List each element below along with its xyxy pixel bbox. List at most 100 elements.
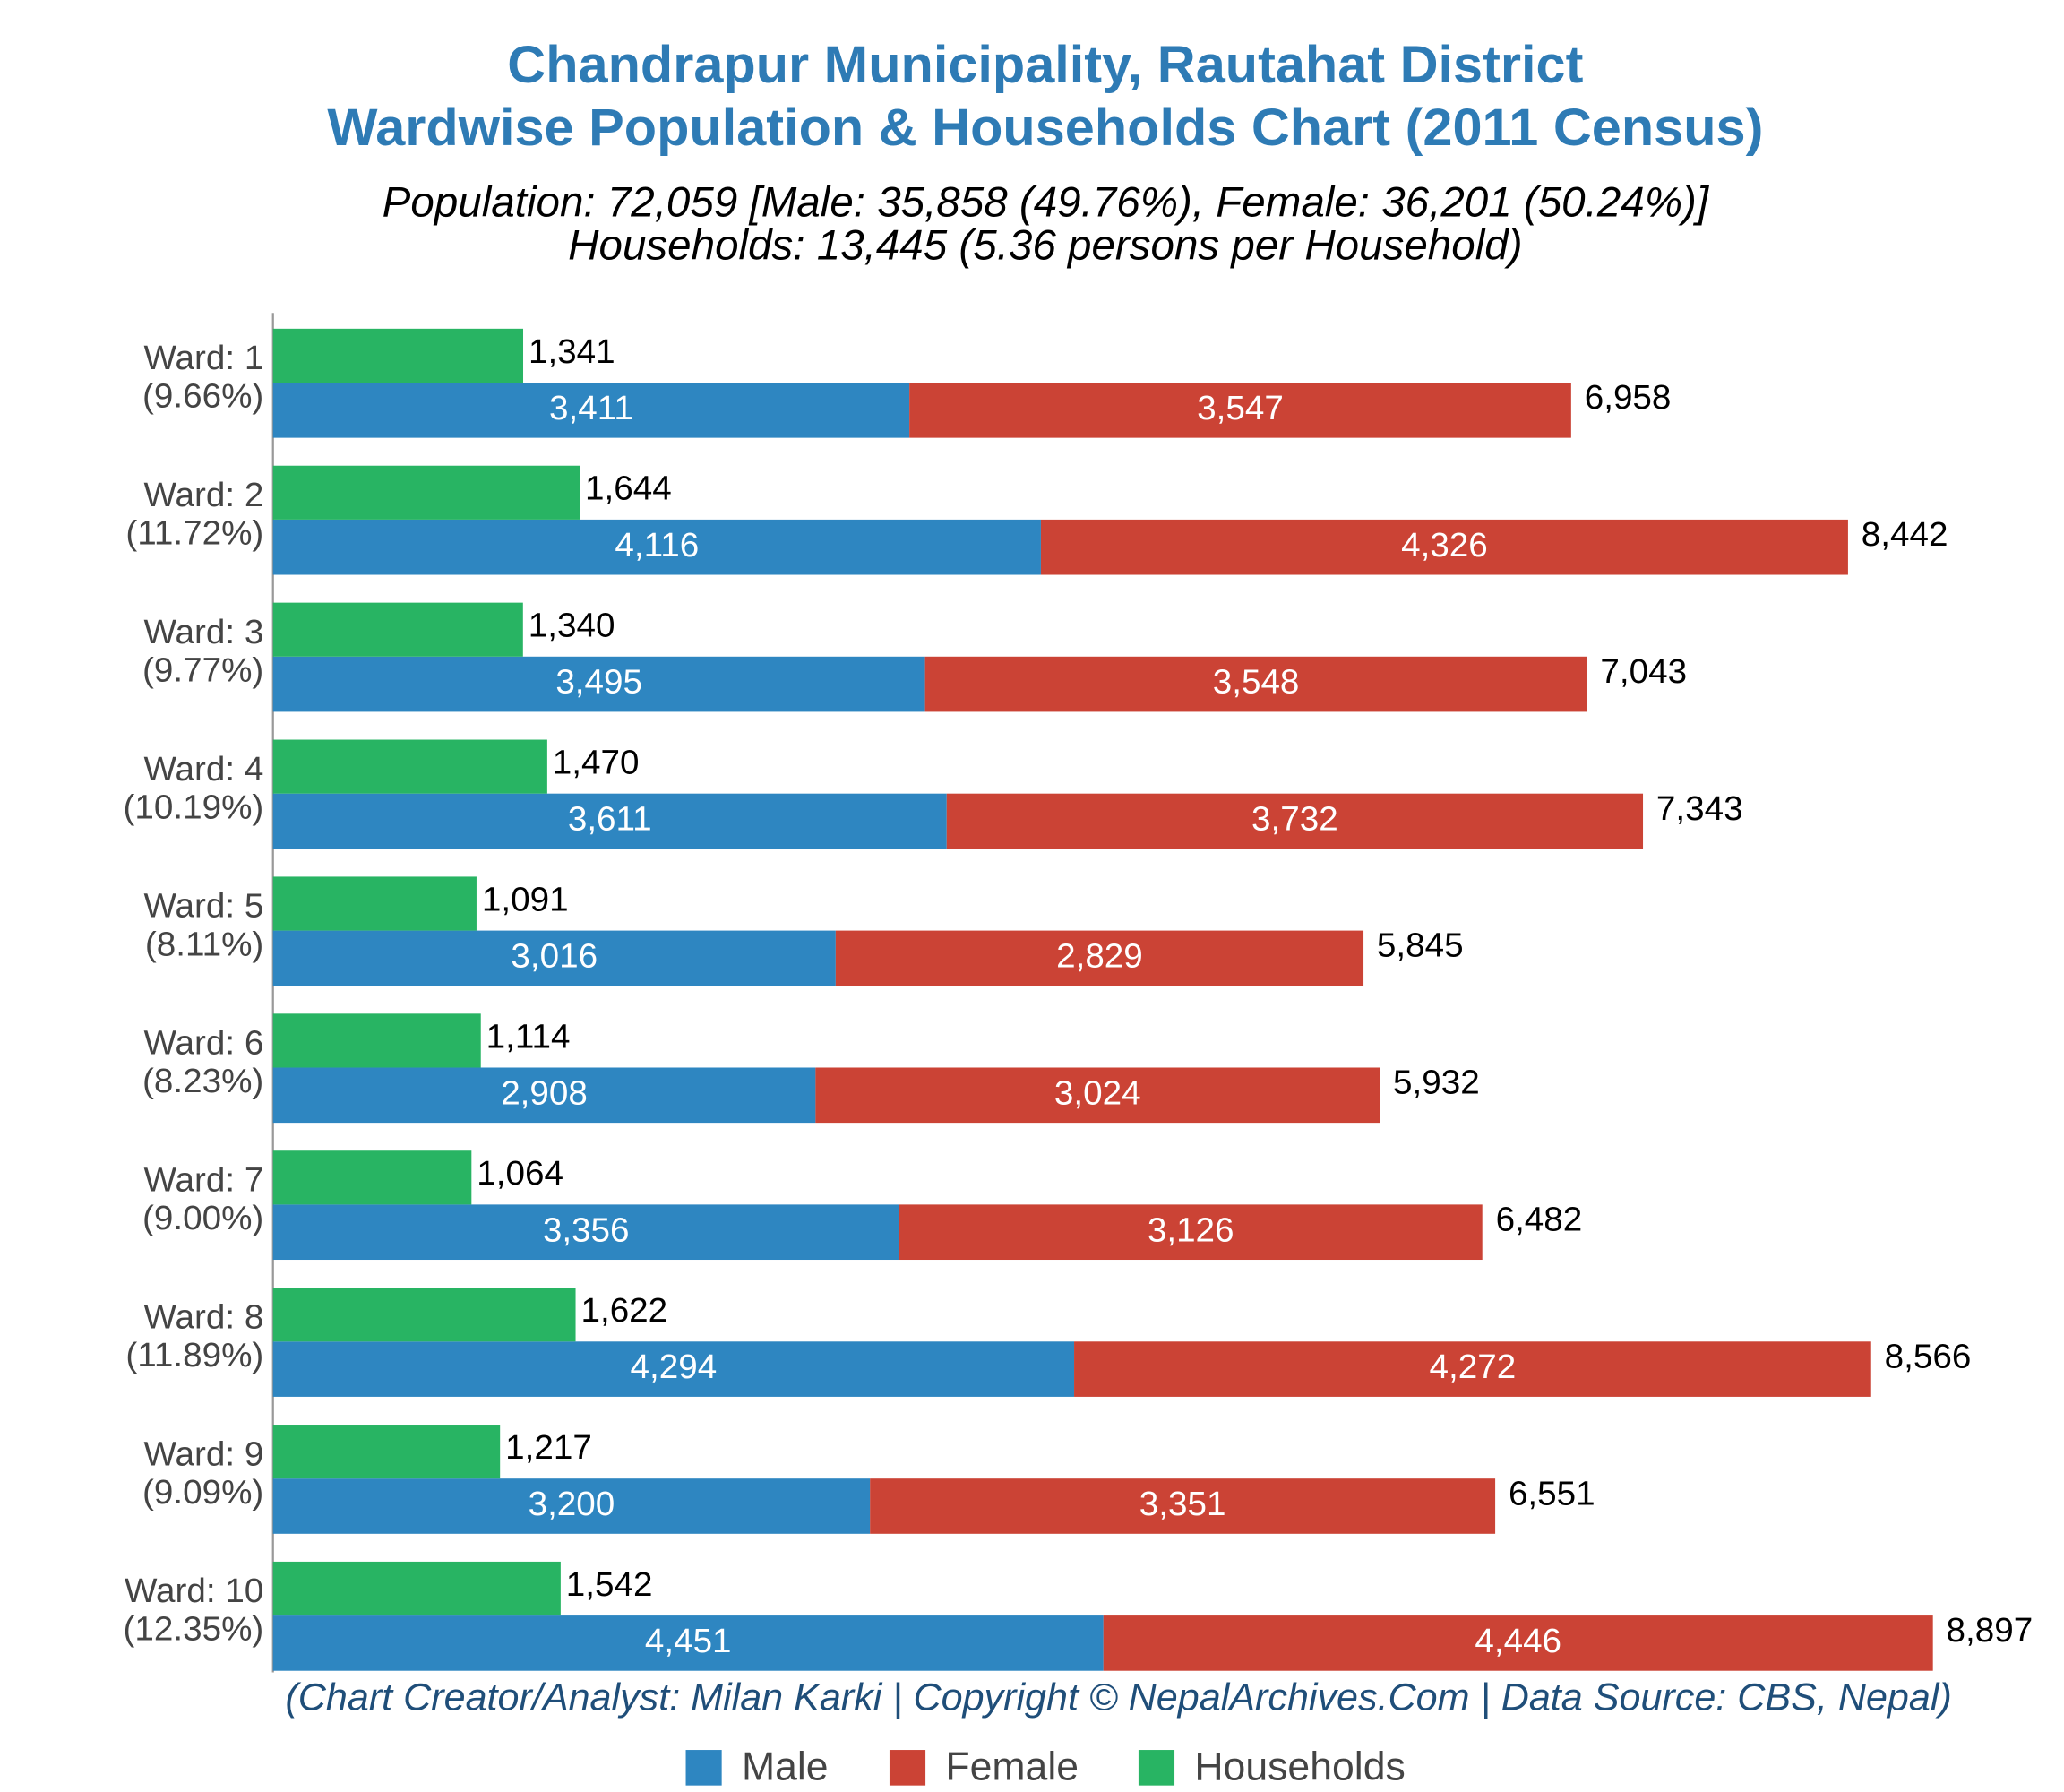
bar (946, 793, 1644, 849)
data-label: 3,016 (511, 937, 598, 976)
bar (1074, 1341, 1871, 1397)
y-tick-label: (9.77%) (142, 651, 263, 690)
y-tick-label: Ward: 1 (143, 339, 263, 377)
bar (272, 1013, 481, 1068)
data-label: 1,644 (585, 470, 672, 508)
y-tick-label: Ward: 4 (143, 750, 263, 788)
bar (272, 1615, 1104, 1671)
bar (272, 876, 477, 931)
caption: (Chart Creator/Analyst: Milan Karki | Co… (285, 1676, 1951, 1719)
bar (272, 1478, 871, 1534)
bar (272, 1150, 472, 1205)
legend-swatch (889, 1750, 926, 1786)
bar (272, 1425, 501, 1479)
data-label: 1,064 (477, 1154, 563, 1193)
bar (870, 1478, 1496, 1534)
data-label: 3,411 (549, 389, 633, 427)
bar (272, 602, 523, 657)
y-tick-label: Ward: 5 (143, 887, 263, 926)
bar (835, 930, 1364, 986)
y-tick-label: Ward: 3 (143, 613, 263, 651)
bar (815, 1067, 1380, 1124)
y-tick-label: (9.00%) (142, 1199, 263, 1237)
total-label: 8,566 (1885, 1338, 1972, 1376)
data-label: 1,217 (505, 1428, 592, 1467)
chart-title: Chandrapur Municipality, Rautahat Distri… (507, 35, 1583, 94)
y-tick-label: (11.72%) (125, 514, 263, 553)
y-tick-label: Ward: 8 (143, 1298, 263, 1337)
data-label: 3,024 (1054, 1074, 1141, 1113)
total-label: 6,551 (1509, 1475, 1595, 1513)
y-tick-label: (10.19%) (124, 788, 264, 827)
data-label: 3,611 (568, 800, 652, 839)
data-label: 3,200 (529, 1485, 615, 1523)
data-label: 3,548 (1213, 663, 1300, 702)
total-label: 7,343 (1656, 789, 1743, 828)
bar (272, 465, 580, 520)
data-label: 4,326 (1401, 526, 1488, 564)
chart-subtitle: Households: 13,445 (5.36 persons per Hou… (568, 222, 1522, 270)
data-label: 3,495 (555, 663, 642, 702)
bar (899, 1204, 1483, 1261)
legend-label: Female (945, 1745, 1079, 1789)
y-tick-label: (12.35%) (124, 1610, 264, 1649)
bar (272, 382, 910, 438)
y-tick-label: (9.66%) (142, 377, 263, 416)
y-tick-label: (8.11%) (145, 925, 263, 963)
y-tick-label: Ward: 10 (125, 1572, 263, 1610)
data-label: 3,547 (1197, 389, 1284, 427)
data-label: 1,114 (486, 1018, 571, 1056)
data-label: 4,446 (1475, 1622, 1561, 1660)
legend-swatch (685, 1750, 722, 1786)
y-tick-label: (11.89%) (125, 1336, 263, 1374)
legend-label: Households (1194, 1745, 1405, 1789)
y-tick-label: Ward: 9 (143, 1435, 263, 1474)
total-label: 8,897 (1947, 1611, 2034, 1650)
y-tick-label: (9.09%) (142, 1473, 263, 1512)
bar (272, 1067, 816, 1124)
data-label: 2,908 (501, 1074, 588, 1113)
bar (272, 656, 925, 712)
bar (272, 1341, 1075, 1397)
data-label: 4,272 (1430, 1348, 1517, 1386)
bar (272, 1204, 899, 1261)
data-label: 4,294 (631, 1348, 718, 1386)
data-label: 2,829 (1056, 937, 1143, 976)
data-label: 1,542 (566, 1565, 653, 1604)
bar (272, 793, 947, 849)
data-label: 4,116 (615, 526, 699, 564)
bar (272, 328, 524, 383)
total-label: 8,442 (1862, 515, 1948, 554)
total-label: 5,932 (1393, 1064, 1480, 1102)
data-label: 4,451 (645, 1622, 732, 1660)
data-label: 3,356 (543, 1210, 630, 1249)
total-label: 5,845 (1377, 926, 1464, 965)
total-label: 7,043 (1600, 652, 1687, 691)
bar (272, 1288, 576, 1342)
y-tick-label: Ward: 7 (143, 1161, 263, 1200)
bar (272, 1561, 561, 1616)
bar (272, 739, 547, 794)
y-tick-label: (8.23%) (142, 1062, 263, 1100)
total-label: 6,958 (1585, 378, 1672, 417)
data-label: 3,732 (1251, 800, 1338, 839)
data-label: 3,351 (1140, 1485, 1226, 1523)
bar (272, 930, 836, 986)
bar (924, 656, 1587, 712)
data-label: 1,341 (529, 332, 615, 371)
total-label: 6,482 (1496, 1201, 1583, 1239)
legend-swatch (1138, 1750, 1175, 1786)
chart-subtitle: Population: 72,059 [Male: 35,858 (49.76%… (383, 179, 1710, 227)
chart-title: Wardwise Population & Households Chart (… (327, 99, 1763, 158)
bar (272, 519, 1041, 575)
data-label: 3,126 (1148, 1210, 1234, 1249)
bar (1040, 519, 1848, 575)
y-tick-label: Ward: 6 (143, 1024, 263, 1063)
bar (1103, 1615, 1933, 1671)
data-label: 1,470 (553, 744, 640, 782)
data-label: 1,340 (529, 607, 615, 645)
bar (909, 382, 1571, 438)
y-tick-label: Ward: 2 (143, 476, 263, 514)
